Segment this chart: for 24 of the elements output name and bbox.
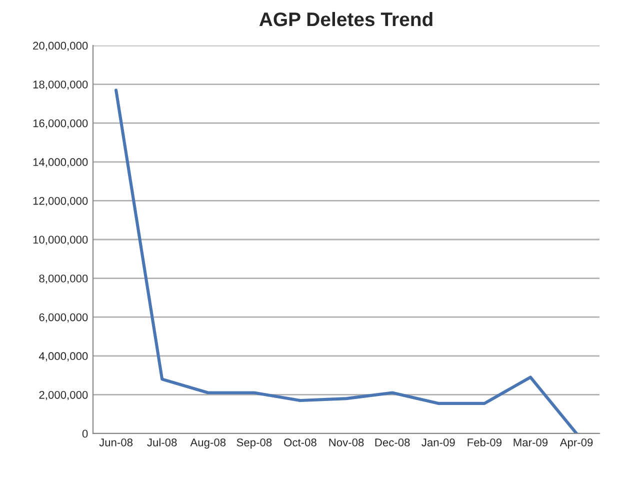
- x-tick-label: Oct-08: [284, 438, 316, 446]
- y-tick-label: 4,000,000: [38, 352, 88, 362]
- y-tick-label: 18,000,000: [33, 80, 88, 90]
- y-tick-label: 14,000,000: [33, 158, 88, 168]
- y-tick-label: 8,000,000: [39, 274, 88, 284]
- y-tick-label: 20,000,000: [33, 42, 88, 51]
- x-tick-label: Dec-08: [375, 438, 410, 446]
- y-tick-label: 0: [82, 430, 88, 438]
- x-tick-label: Nov-08: [329, 438, 364, 446]
- line-series: [114, 88, 578, 434]
- x-tick-label: Jul-08: [147, 438, 177, 446]
- y-tick-label: 12,000,000: [33, 196, 88, 206]
- y-tick-label: 2,000,000: [39, 390, 88, 400]
- x-tick-label: Feb-09: [468, 438, 502, 446]
- x-tick-label: Sep-08: [236, 438, 272, 449]
- x-tick-label: Apr-09: [560, 438, 593, 449]
- x-tick-label: Aug-08: [190, 438, 226, 449]
- x-tick-label: Jun-08: [99, 438, 133, 446]
- chart-title: AGP Deletes Trend: [259, 12, 432, 26]
- y-tick-label: 6,000,000: [39, 313, 88, 323]
- y-tick-label: 16,000,000: [33, 119, 88, 129]
- x-tick-label: Jan-09: [422, 438, 455, 446]
- y-tick-label: 10,000,000: [33, 236, 88, 245]
- x-tick-label: Mar-09: [514, 438, 548, 446]
